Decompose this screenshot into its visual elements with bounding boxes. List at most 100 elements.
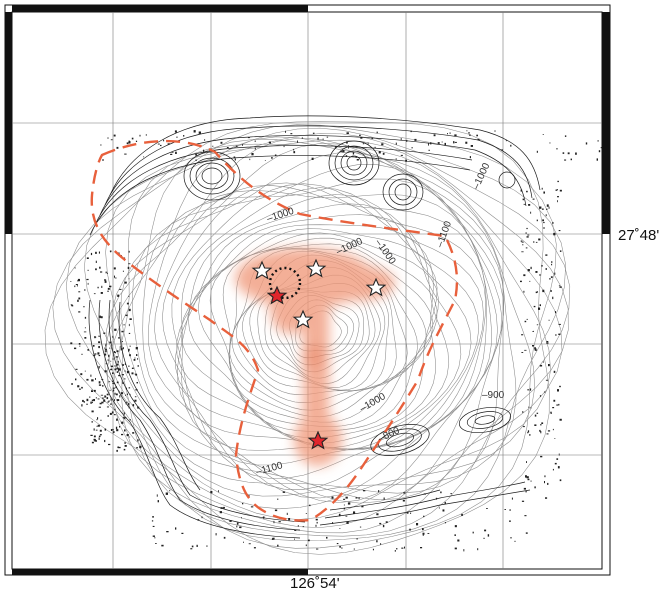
speckle <box>131 372 134 375</box>
speckle <box>135 347 138 350</box>
speckle <box>293 151 296 154</box>
speckle <box>521 251 524 253</box>
speckle <box>441 141 443 143</box>
speckle <box>99 434 102 436</box>
speckle <box>422 534 424 536</box>
speckle <box>128 403 130 406</box>
contour-line <box>222 243 434 423</box>
speckle <box>122 364 124 366</box>
speckle <box>128 308 131 312</box>
speckle <box>248 543 251 545</box>
speckle <box>119 426 121 428</box>
speckle <box>501 149 503 151</box>
speckle <box>81 353 83 355</box>
speckle <box>121 341 123 343</box>
speckle <box>106 393 109 396</box>
speckle <box>524 349 527 351</box>
speckle <box>477 548 479 551</box>
speckle <box>540 431 542 434</box>
speckle <box>525 232 527 234</box>
speckle <box>109 389 111 391</box>
speckle <box>534 347 536 350</box>
speckle <box>526 190 528 193</box>
speckle <box>530 480 532 482</box>
speckle <box>535 291 537 294</box>
speckle <box>557 200 558 203</box>
speckle <box>564 135 567 137</box>
speckle <box>639 148 640 149</box>
speckle <box>536 219 538 222</box>
speckle <box>234 158 236 161</box>
speckle <box>167 143 170 145</box>
speckle <box>551 261 553 264</box>
speckle <box>129 436 131 438</box>
speckle <box>206 545 208 547</box>
speckle <box>220 141 223 144</box>
speckle <box>544 391 546 393</box>
speckle <box>117 367 119 370</box>
speckle <box>99 402 102 405</box>
speckle <box>103 399 106 402</box>
speckle <box>527 431 529 434</box>
speckle <box>101 401 104 404</box>
speckle <box>274 154 277 157</box>
speckle <box>84 370 86 372</box>
speckle <box>174 130 177 133</box>
speckle <box>632 130 633 131</box>
speckle <box>110 360 112 362</box>
speckle <box>191 545 194 548</box>
speckle <box>134 396 137 398</box>
speckle <box>641 154 643 155</box>
speckle <box>113 134 116 137</box>
speckle <box>99 315 101 318</box>
speckle <box>124 378 126 380</box>
speckle <box>598 150 601 153</box>
speckle <box>215 533 217 536</box>
speckle <box>74 285 76 288</box>
speckle <box>114 399 115 402</box>
contour-line <box>187 228 438 438</box>
contour-line <box>44 121 550 555</box>
speckle <box>120 348 123 351</box>
speckle <box>532 198 535 200</box>
contour-label: –900 <box>482 390 505 401</box>
speckle <box>233 156 236 158</box>
speckle <box>541 208 544 210</box>
contour-line <box>65 127 566 541</box>
speckle <box>129 393 131 396</box>
speckle <box>359 134 361 136</box>
speckle <box>122 381 124 384</box>
speckle <box>116 399 120 401</box>
speckle <box>128 323 130 327</box>
speckle <box>559 250 562 252</box>
white-star-icon <box>305 258 327 278</box>
speckle <box>100 292 103 294</box>
speckle <box>79 388 81 390</box>
speckle <box>444 501 446 505</box>
speckle <box>461 513 463 516</box>
speckle <box>548 206 550 209</box>
speckle <box>243 541 244 543</box>
speckle <box>99 266 101 269</box>
speckle <box>71 304 73 306</box>
speckle <box>93 389 96 392</box>
speckle <box>229 520 232 522</box>
speckle <box>100 419 102 421</box>
speckle <box>411 147 413 149</box>
speckle <box>110 398 112 401</box>
speckle <box>539 395 542 397</box>
speckle <box>129 345 131 347</box>
speckle <box>242 144 243 146</box>
speckle <box>552 428 554 431</box>
speckle <box>355 156 358 158</box>
speckle <box>121 392 124 395</box>
speckle <box>548 319 550 321</box>
speckle <box>250 506 254 508</box>
speckle <box>79 345 81 347</box>
speckle <box>550 290 552 292</box>
speckle <box>113 267 116 270</box>
speckle <box>112 372 114 374</box>
speckle <box>175 151 177 154</box>
speckle <box>542 289 545 293</box>
speckle <box>543 221 545 224</box>
